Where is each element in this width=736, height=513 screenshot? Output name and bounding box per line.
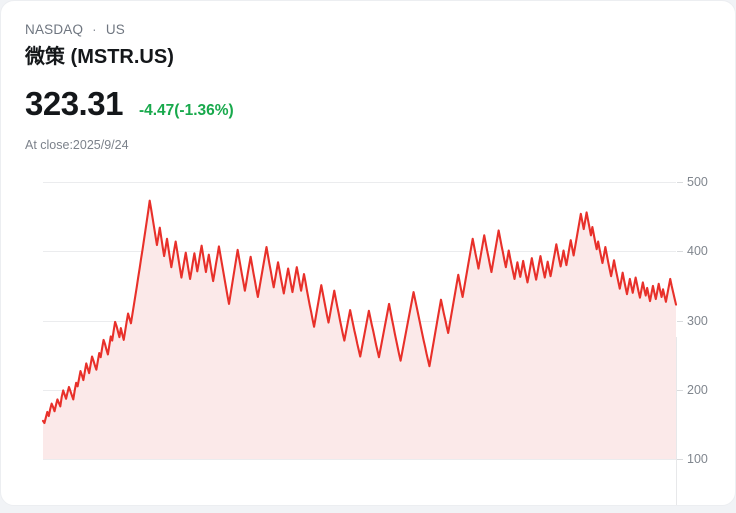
- y-axis-tick-mark: [677, 251, 683, 253]
- exchange-row: NASDAQ · US: [25, 21, 625, 39]
- gridline: [43, 251, 676, 253]
- y-axis-tick-label: 100: [687, 452, 708, 466]
- market-status: At close:2025/9/24: [25, 138, 129, 152]
- price-area-fill: [43, 200, 676, 459]
- price-series: [43, 182, 676, 459]
- chart-plot-area[interactable]: [43, 182, 676, 460]
- gridline: [43, 459, 676, 460]
- region-label: US: [105, 22, 125, 37]
- separator-dot: ·: [92, 22, 97, 37]
- y-axis-tick-mark: [677, 389, 683, 391]
- gridline: [43, 320, 676, 322]
- y-axis-tick-label: 200: [687, 382, 708, 397]
- y-axis-tick-mark: [677, 320, 683, 322]
- y-axis-tick-mark: [677, 459, 683, 460]
- y-axis-line: [676, 337, 677, 505]
- price-change: -4.47(-1.36%): [138, 102, 234, 119]
- y-axis-tick-label: 400: [687, 244, 708, 259]
- price-line: [43, 201, 676, 423]
- page-title: 微策 (MSTR.US): [25, 46, 174, 68]
- y-axis-tick-mark: [677, 182, 683, 183]
- gridline: [43, 182, 676, 183]
- price-row: 323.31 -4.47(-1.36%): [25, 85, 625, 123]
- exchange-name: NASDAQ: [25, 22, 84, 37]
- y-axis-tick-label: 500: [687, 175, 708, 189]
- quote-header: NASDAQ · US 微策 (MSTR.US) 323.31 -4.47(-1…: [25, 21, 625, 154]
- last-price: 323.31: [25, 85, 123, 122]
- y-axis-tick-label: 300: [687, 313, 708, 328]
